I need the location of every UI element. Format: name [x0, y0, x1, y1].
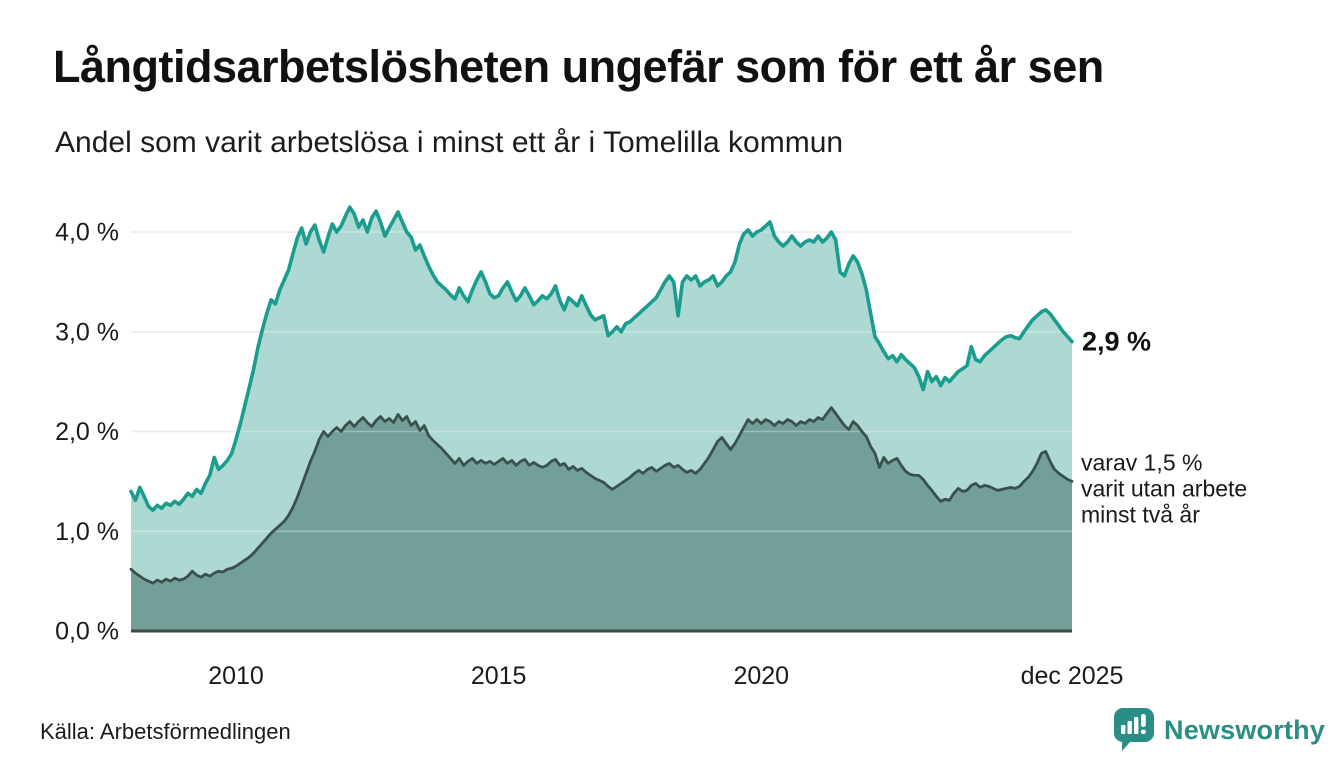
y-axis-label-2: 2,0 % — [55, 418, 119, 446]
gridlines-overlay — [131, 231, 1072, 533]
series-area-minst-tva-ar — [131, 407, 1072, 631]
page-title: Långtidsarbetslösheten ungefär som för e… — [53, 41, 1104, 92]
x-axis-label-2020: 2020 — [733, 662, 789, 690]
y-axis-label-3: 3,0 % — [55, 318, 119, 346]
end-value-label: 2,9 % — [1082, 327, 1151, 357]
exclamation-dot — [1141, 729, 1146, 735]
newsworthy-logo: Newsworthy — [1113, 708, 1326, 751]
y-axis-label-0: 0,0 % — [55, 618, 119, 646]
source-note: Källa: Arbetsförmedlingen — [40, 719, 291, 744]
series-line-minst-tva-ar — [129, 406, 1074, 585]
series-line-minst-ett-ar — [129, 205, 1074, 513]
x-axis-label-2010: 2010 — [208, 662, 264, 690]
end-sub-label-line-2: varit utan arbete — [1081, 475, 1247, 501]
x-axis-label-dec-2025: dec 2025 — [1021, 662, 1124, 690]
y-axis-label-1: 1,0 % — [55, 518, 119, 546]
newsworthy-wordmark: Newsworthy — [1164, 714, 1326, 745]
end-sub-label-line-3: minst två år — [1081, 501, 1200, 527]
bar-chart-glyph — [1121, 714, 1146, 735]
newsworthy-logo-icon — [1113, 708, 1154, 751]
x-axis-label-2015: 2015 — [471, 662, 527, 690]
end-sub-label-line-1: varav 1,5 % — [1081, 449, 1202, 475]
y-axis-label-4: 4,0 % — [55, 219, 119, 247]
exclamation-bar — [1141, 714, 1146, 727]
chart-subtitle: Andel som varit arbetslösa i minst ett å… — [55, 126, 844, 159]
